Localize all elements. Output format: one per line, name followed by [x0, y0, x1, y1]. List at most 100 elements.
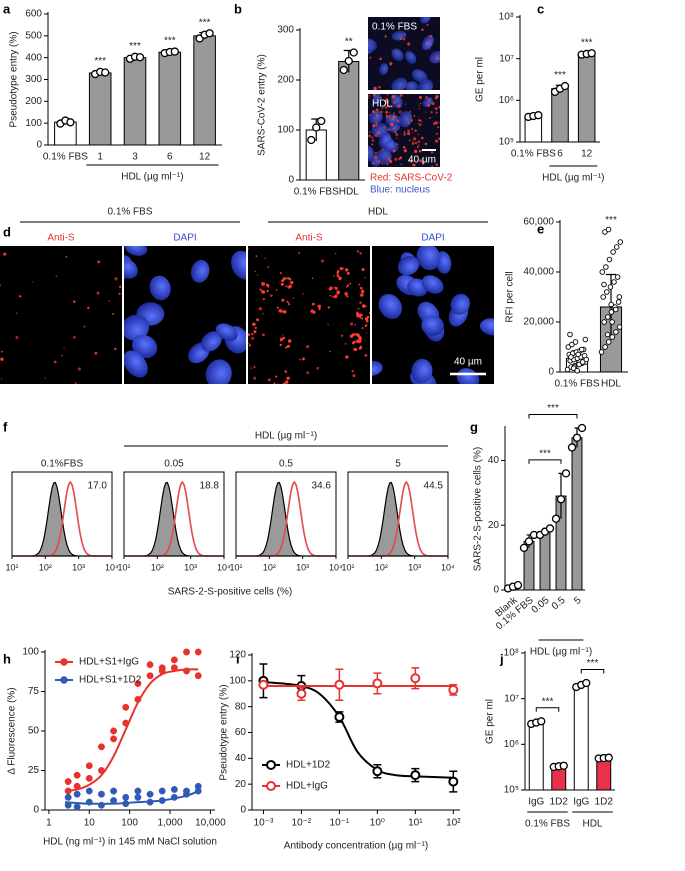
comparison-label: *** — [539, 449, 551, 460]
y-tick-label: 10⁸ — [504, 648, 519, 659]
signal-spot — [267, 378, 271, 382]
comparison-bracket — [528, 459, 562, 464]
signal-spot — [292, 297, 295, 299]
data-point — [605, 314, 611, 320]
signal-spot — [55, 275, 58, 278]
signal-spot — [248, 333, 249, 336]
panel-letter: b — [234, 1, 242, 16]
data-point — [146, 790, 154, 798]
signal-spot — [394, 50, 396, 53]
signal-spot — [428, 98, 431, 101]
signal-spot — [288, 303, 291, 306]
signal-spot — [346, 286, 348, 288]
x-tick-label: 10² — [375, 562, 388, 572]
signal-spot — [438, 137, 440, 140]
signal-spot — [365, 332, 368, 334]
micrograph — [368, 94, 440, 167]
comparison-bracket — [528, 414, 578, 419]
data-point — [613, 329, 619, 335]
data-point — [134, 793, 142, 801]
data-point — [73, 782, 81, 790]
signal-spot — [248, 247, 250, 250]
replicate-dot — [101, 68, 110, 77]
signal-spot — [365, 319, 369, 323]
comparison-bracket — [535, 707, 560, 712]
data-point — [97, 743, 105, 751]
x-tick-label: 10,000 — [195, 818, 226, 829]
signal-spot — [390, 105, 393, 108]
replicate-dot — [170, 47, 179, 56]
x-tick-label: 0.1% FBS — [554, 379, 599, 390]
signal-spot — [371, 139, 375, 142]
signal-spot — [384, 35, 387, 38]
y-tick-label: 10⁶ — [504, 739, 519, 750]
signal-spot — [388, 156, 391, 158]
x-tick-label: 10⁻¹ — [330, 818, 350, 829]
y-tick-label: 10⁷ — [504, 693, 519, 704]
x-tick-label: 10² — [39, 562, 52, 572]
signal-spot — [284, 380, 289, 384]
signal-spot — [385, 116, 388, 119]
signal-spot — [396, 143, 399, 146]
nucleus — [379, 63, 389, 75]
signal-spot — [355, 333, 358, 336]
bar — [338, 61, 360, 181]
signal-spot — [414, 149, 418, 153]
x-tick-label: 10⁻² — [292, 818, 312, 829]
signal-spot — [380, 96, 383, 99]
data-point — [617, 239, 624, 245]
signal-spot — [302, 293, 304, 295]
x-tick-label: 10³ — [408, 562, 421, 572]
signal-spot — [414, 142, 418, 145]
y-tick-label: 200 — [277, 75, 294, 86]
data-point — [372, 766, 383, 777]
signal-spot — [280, 282, 284, 286]
bar — [193, 35, 216, 146]
signal-spot — [373, 86, 377, 90]
signal-spot — [97, 260, 101, 264]
signal-spot — [277, 383, 280, 384]
x-tick-label: 10² — [263, 562, 276, 572]
signal-spot — [369, 131, 371, 133]
nucleus — [411, 358, 433, 384]
signal-spot — [410, 119, 413, 122]
significance-label: *** — [129, 41, 141, 52]
signal-spot — [371, 143, 374, 146]
replicate-dot — [559, 761, 568, 770]
y-tick-label: 10⁵ — [504, 785, 519, 796]
signal-spot — [32, 281, 34, 283]
signal-spot — [435, 111, 438, 114]
comparison-label: *** — [542, 696, 554, 707]
data-point — [567, 331, 573, 338]
micrograph — [248, 246, 370, 384]
signal-spot — [372, 124, 376, 128]
y-tick-label: 100 — [25, 118, 42, 129]
data-point — [64, 778, 72, 786]
data-point — [598, 349, 605, 355]
signal-spot — [329, 350, 331, 353]
bar — [88, 72, 112, 146]
nucleus — [411, 69, 428, 83]
signal-spot — [253, 376, 257, 380]
signal-spot — [334, 294, 338, 298]
signal-spot — [437, 126, 440, 129]
signal-spot — [368, 94, 371, 97]
signal-spot — [285, 285, 288, 288]
signal-spot — [369, 114, 371, 116]
signal-spot — [419, 95, 423, 100]
signal-spot — [349, 282, 352, 285]
signal-spot — [298, 251, 301, 254]
x-tick-label: 10⁴ — [329, 562, 343, 572]
nucleus — [404, 51, 417, 64]
signal-spot — [404, 103, 407, 105]
signal-spot — [94, 351, 98, 355]
legend-label: HDL+1D2 — [286, 760, 331, 771]
nucleus — [378, 293, 403, 319]
bar — [596, 757, 612, 791]
signal-spot — [329, 294, 332, 297]
signal-spot — [420, 136, 424, 140]
signal-spot — [290, 280, 294, 285]
data-point — [568, 354, 574, 360]
legend-marker — [266, 760, 276, 770]
data-point — [448, 776, 459, 787]
